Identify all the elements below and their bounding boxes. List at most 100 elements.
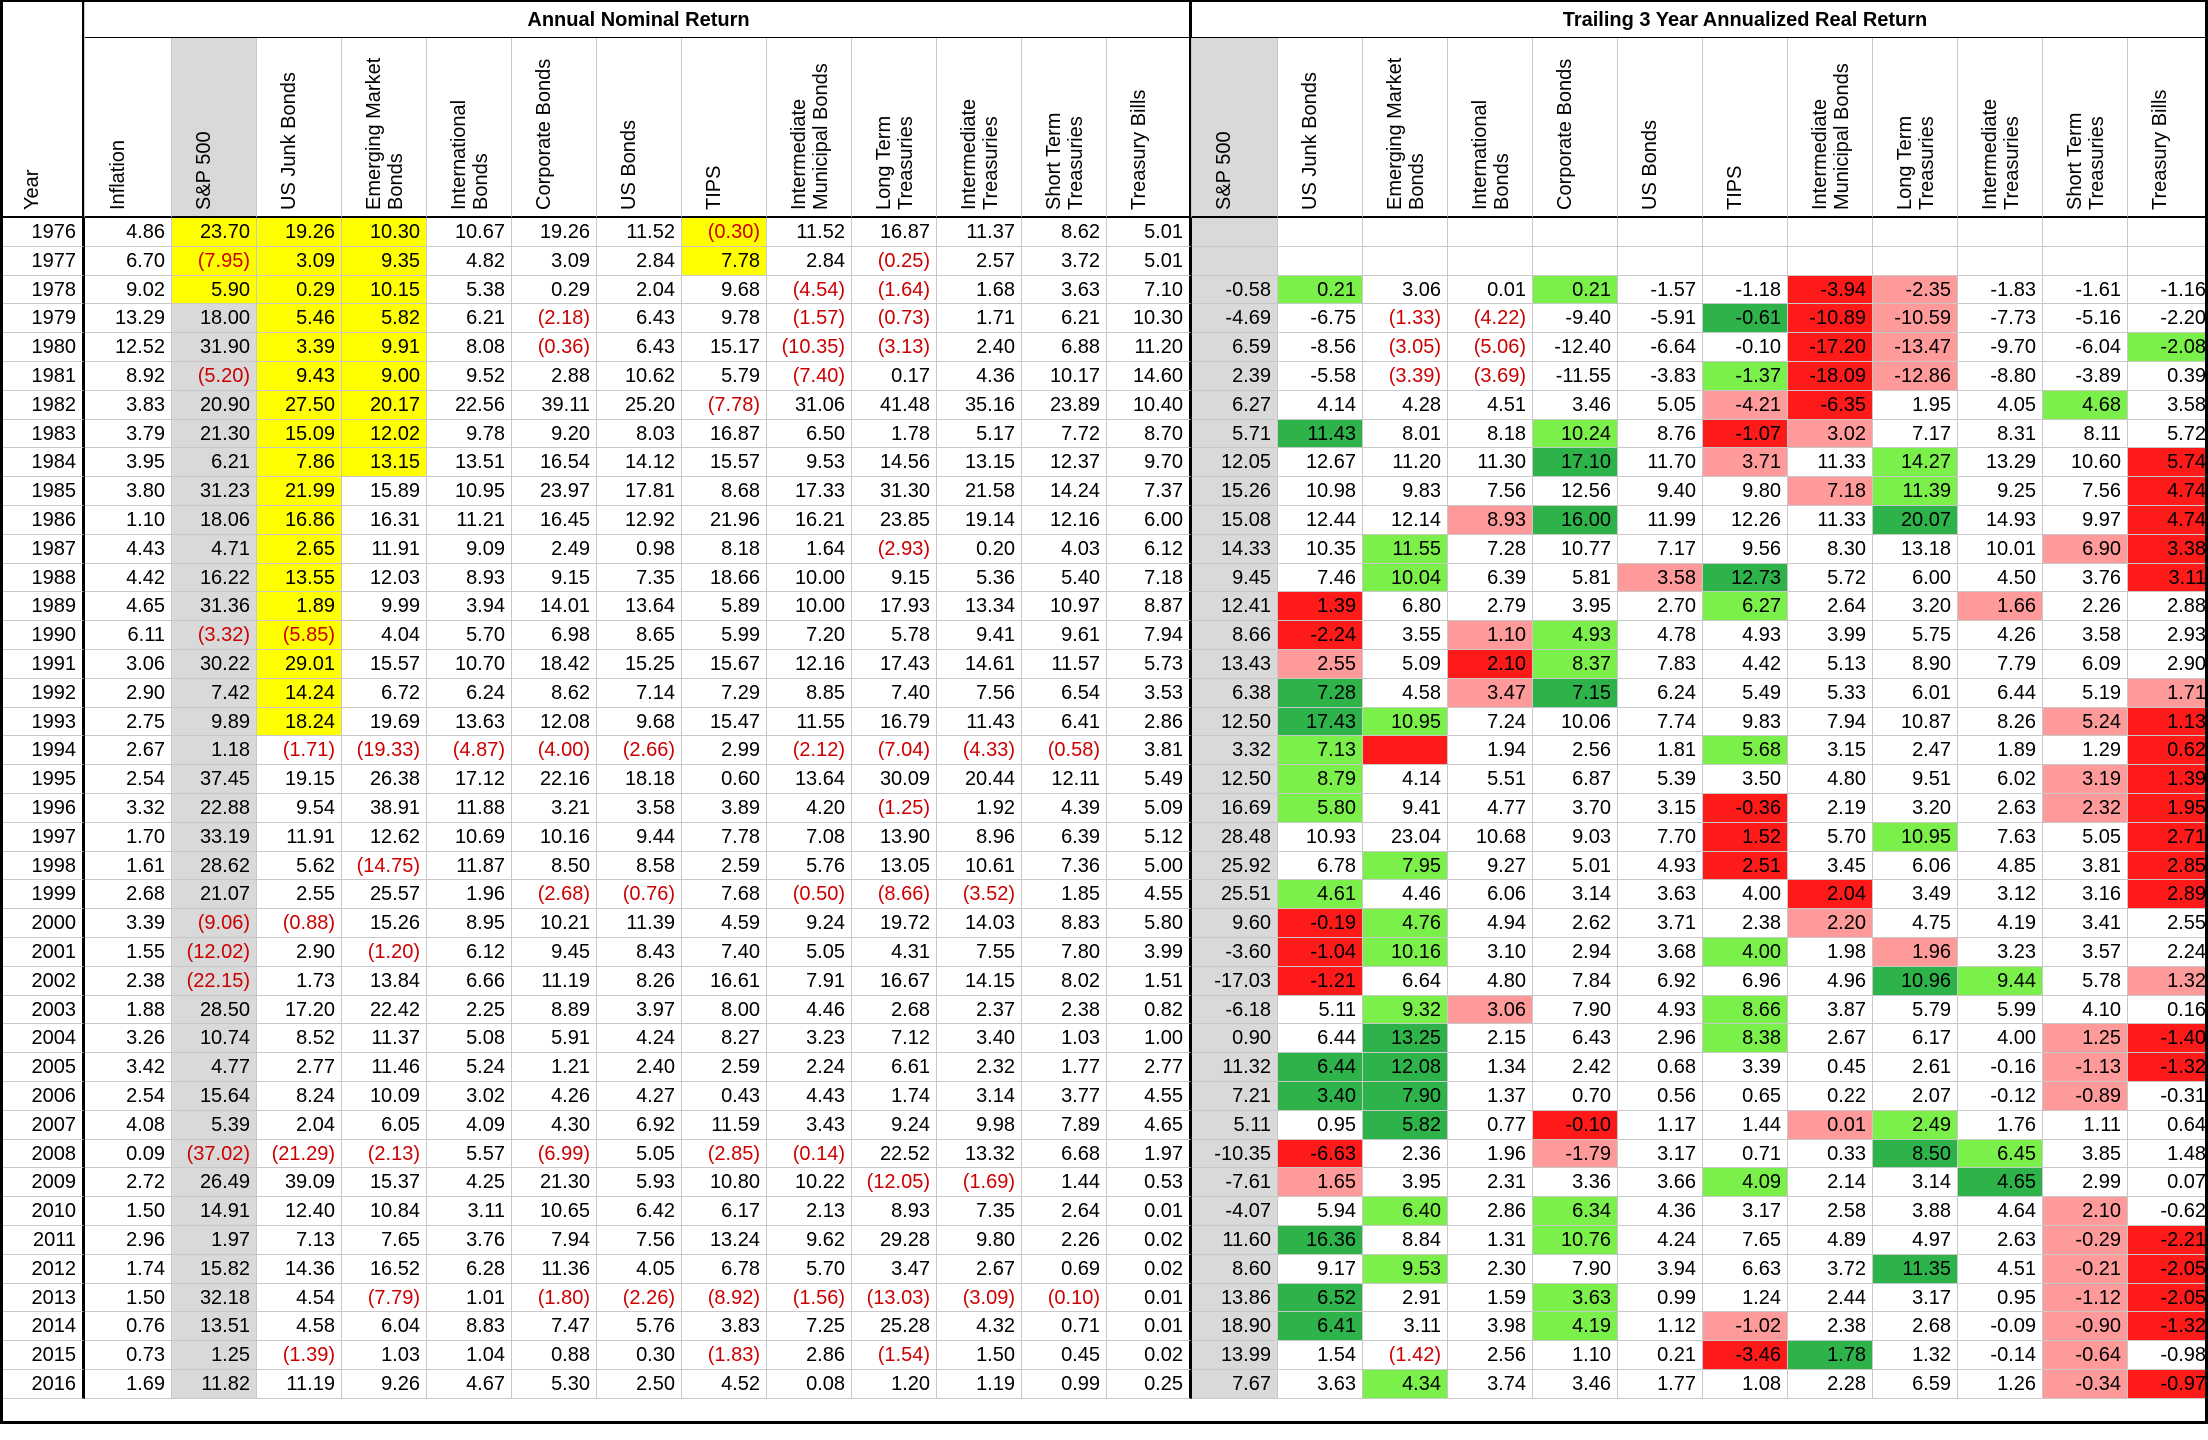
data-cell: 1.77 [1022, 1053, 1107, 1082]
data-cell: 14.60 [1107, 362, 1192, 391]
data-cell: (9.06) [172, 909, 257, 938]
data-cell: 5.76 [597, 1312, 682, 1342]
data-cell: -3.94 [1788, 275, 1873, 305]
data-cell: 8.60 [1192, 1254, 1278, 1284]
data-cell: 3.46 [1533, 1370, 1618, 1399]
data-cell: 3.11 [1363, 1312, 1448, 1342]
data-cell: 3.87 [1788, 995, 1873, 1025]
data-cell: 10.30 [342, 218, 427, 247]
data-cell: -17.03 [1192, 966, 1278, 996]
border-top [0, 0, 2208, 2]
data-cell: 0.77 [1448, 1110, 1533, 1140]
table-row: 1979 13.29 18.00 5.46 5.82 6.21 (2.18) 6.43 9.78… [0, 304, 2208, 334]
data-cell: 7.78 [682, 246, 767, 276]
data-cell: 1.97 [1107, 1139, 1192, 1169]
data-cell: 3.06 [1448, 995, 1533, 1025]
data-cell: 16.21 [767, 506, 852, 535]
column-header-nominal-0: Inflation [85, 38, 172, 218]
data-cell: 25.92 [1192, 851, 1278, 881]
data-cell: 12.50 [1192, 707, 1278, 737]
data-cell: 8.26 [597, 966, 682, 996]
data-cell: 7.65 [342, 1226, 427, 1255]
data-cell: 0.17 [852, 362, 937, 391]
column-header-label: Corporate Bonds [1553, 58, 1576, 210]
data-cell: 3.42 [85, 1053, 172, 1082]
data-cell: 0.01 [1107, 1283, 1192, 1313]
data-cell: 4.34 [1363, 1370, 1448, 1399]
data-cell: (4.54) [767, 275, 852, 305]
data-cell: 4.96 [1788, 966, 1873, 996]
data-cell: 9.45 [512, 938, 597, 967]
data-cell: 3.49 [1873, 880, 1958, 910]
data-cell: 6.39 [1448, 563, 1533, 593]
data-cell: 12.73 [1703, 563, 1788, 593]
data-cell: -10.59 [1873, 304, 1958, 334]
year-cell: 2001 [0, 938, 85, 967]
data-cell: 3.09 [257, 246, 342, 276]
data-cell: 2.86 [1107, 707, 1192, 737]
data-cell: 6.92 [1618, 966, 1703, 996]
data-cell: 2.89 [2128, 880, 2208, 910]
data-cell: 1.96 [1448, 1139, 1533, 1169]
data-cell: 3.80 [85, 477, 172, 506]
data-cell: 2.04 [257, 1110, 342, 1140]
data-cell: 3.39 [257, 333, 342, 362]
data-cell: 2.32 [937, 1053, 1022, 1082]
year-cell: 1993 [0, 707, 85, 737]
data-cell: -1.57 [1618, 275, 1703, 305]
data-cell: 1.74 [85, 1254, 172, 1284]
data-cell: 10.84 [342, 1197, 427, 1226]
column-header-label: Intermediate Treasuries [1978, 98, 2023, 210]
column-header-label: US Bonds [617, 119, 640, 210]
data-cell: 1.10 [85, 506, 172, 535]
data-cell: 0.16 [2128, 996, 2208, 1025]
column-header-real-11: Treasury Bills [2128, 38, 2208, 218]
data-cell: 2.19 [1788, 794, 1873, 823]
year-cell: 1996 [0, 794, 85, 823]
data-cell: 2.44 [1788, 1283, 1873, 1313]
data-cell: 7.08 [767, 822, 852, 852]
data-cell: 1.39 [2128, 765, 2208, 794]
data-cell: -0.21 [2043, 1254, 2128, 1284]
data-cell: 4.82 [427, 246, 512, 276]
year-cell: 2006 [0, 1082, 85, 1111]
data-cell: 2.26 [1022, 1226, 1107, 1255]
data-cell: 11.30 [1448, 448, 1533, 478]
data-cell: 3.12 [1958, 880, 2043, 910]
data-cell: -0.97 [2128, 1370, 2208, 1399]
data-cell: 4.77 [1448, 794, 1533, 823]
data-cell: 6.43 [1533, 1024, 1618, 1054]
data-cell: 12.67 [1278, 448, 1363, 478]
table-row: 1986 1.10 18.06 16.86 16.31 11.21 16.45 12.92 21… [0, 506, 2208, 535]
data-cell: 18.66 [682, 563, 767, 593]
data-cell: 2.68 [1873, 1312, 1958, 1342]
data-cell: 3.63 [1533, 1283, 1618, 1313]
data-cell: 20.17 [342, 390, 427, 420]
data-cell: 5.36 [937, 563, 1022, 593]
data-cell: 8.79 [1278, 765, 1363, 794]
data-cell: 2.61 [1873, 1053, 1958, 1082]
data-cell: 14.03 [937, 909, 1022, 938]
data-cell: 5.49 [1703, 678, 1788, 708]
data-cell: -1.07 [1703, 419, 1788, 449]
column-header-nominal-9: Long Term Treasuries [852, 38, 937, 218]
column-header-real-3: International Bonds [1448, 38, 1533, 218]
data-cell: 22.16 [512, 765, 597, 794]
data-cell: (1.69) [937, 1168, 1022, 1198]
data-cell: 7.79 [1958, 650, 2043, 679]
data-cell: 4.32 [937, 1312, 1022, 1342]
data-cell: 3.45 [1788, 851, 1873, 881]
data-cell: 13.34 [937, 592, 1022, 622]
data-cell: 6.27 [1192, 390, 1278, 420]
year-cell: 1992 [0, 678, 85, 708]
data-cell: 7.35 [597, 563, 682, 593]
data-cell: 3.88 [1873, 1197, 1958, 1226]
data-cell: 8.18 [1448, 419, 1533, 449]
data-cell: 2.71 [2128, 822, 2208, 852]
data-cell: 2.50 [597, 1370, 682, 1399]
data-cell: -1.37 [1703, 362, 1788, 391]
data-cell: 1.03 [1022, 1024, 1107, 1054]
data-cell: (0.73) [852, 304, 937, 334]
data-cell: 6.38 [1192, 678, 1278, 708]
data-cell: 10.95 [1873, 822, 1958, 852]
